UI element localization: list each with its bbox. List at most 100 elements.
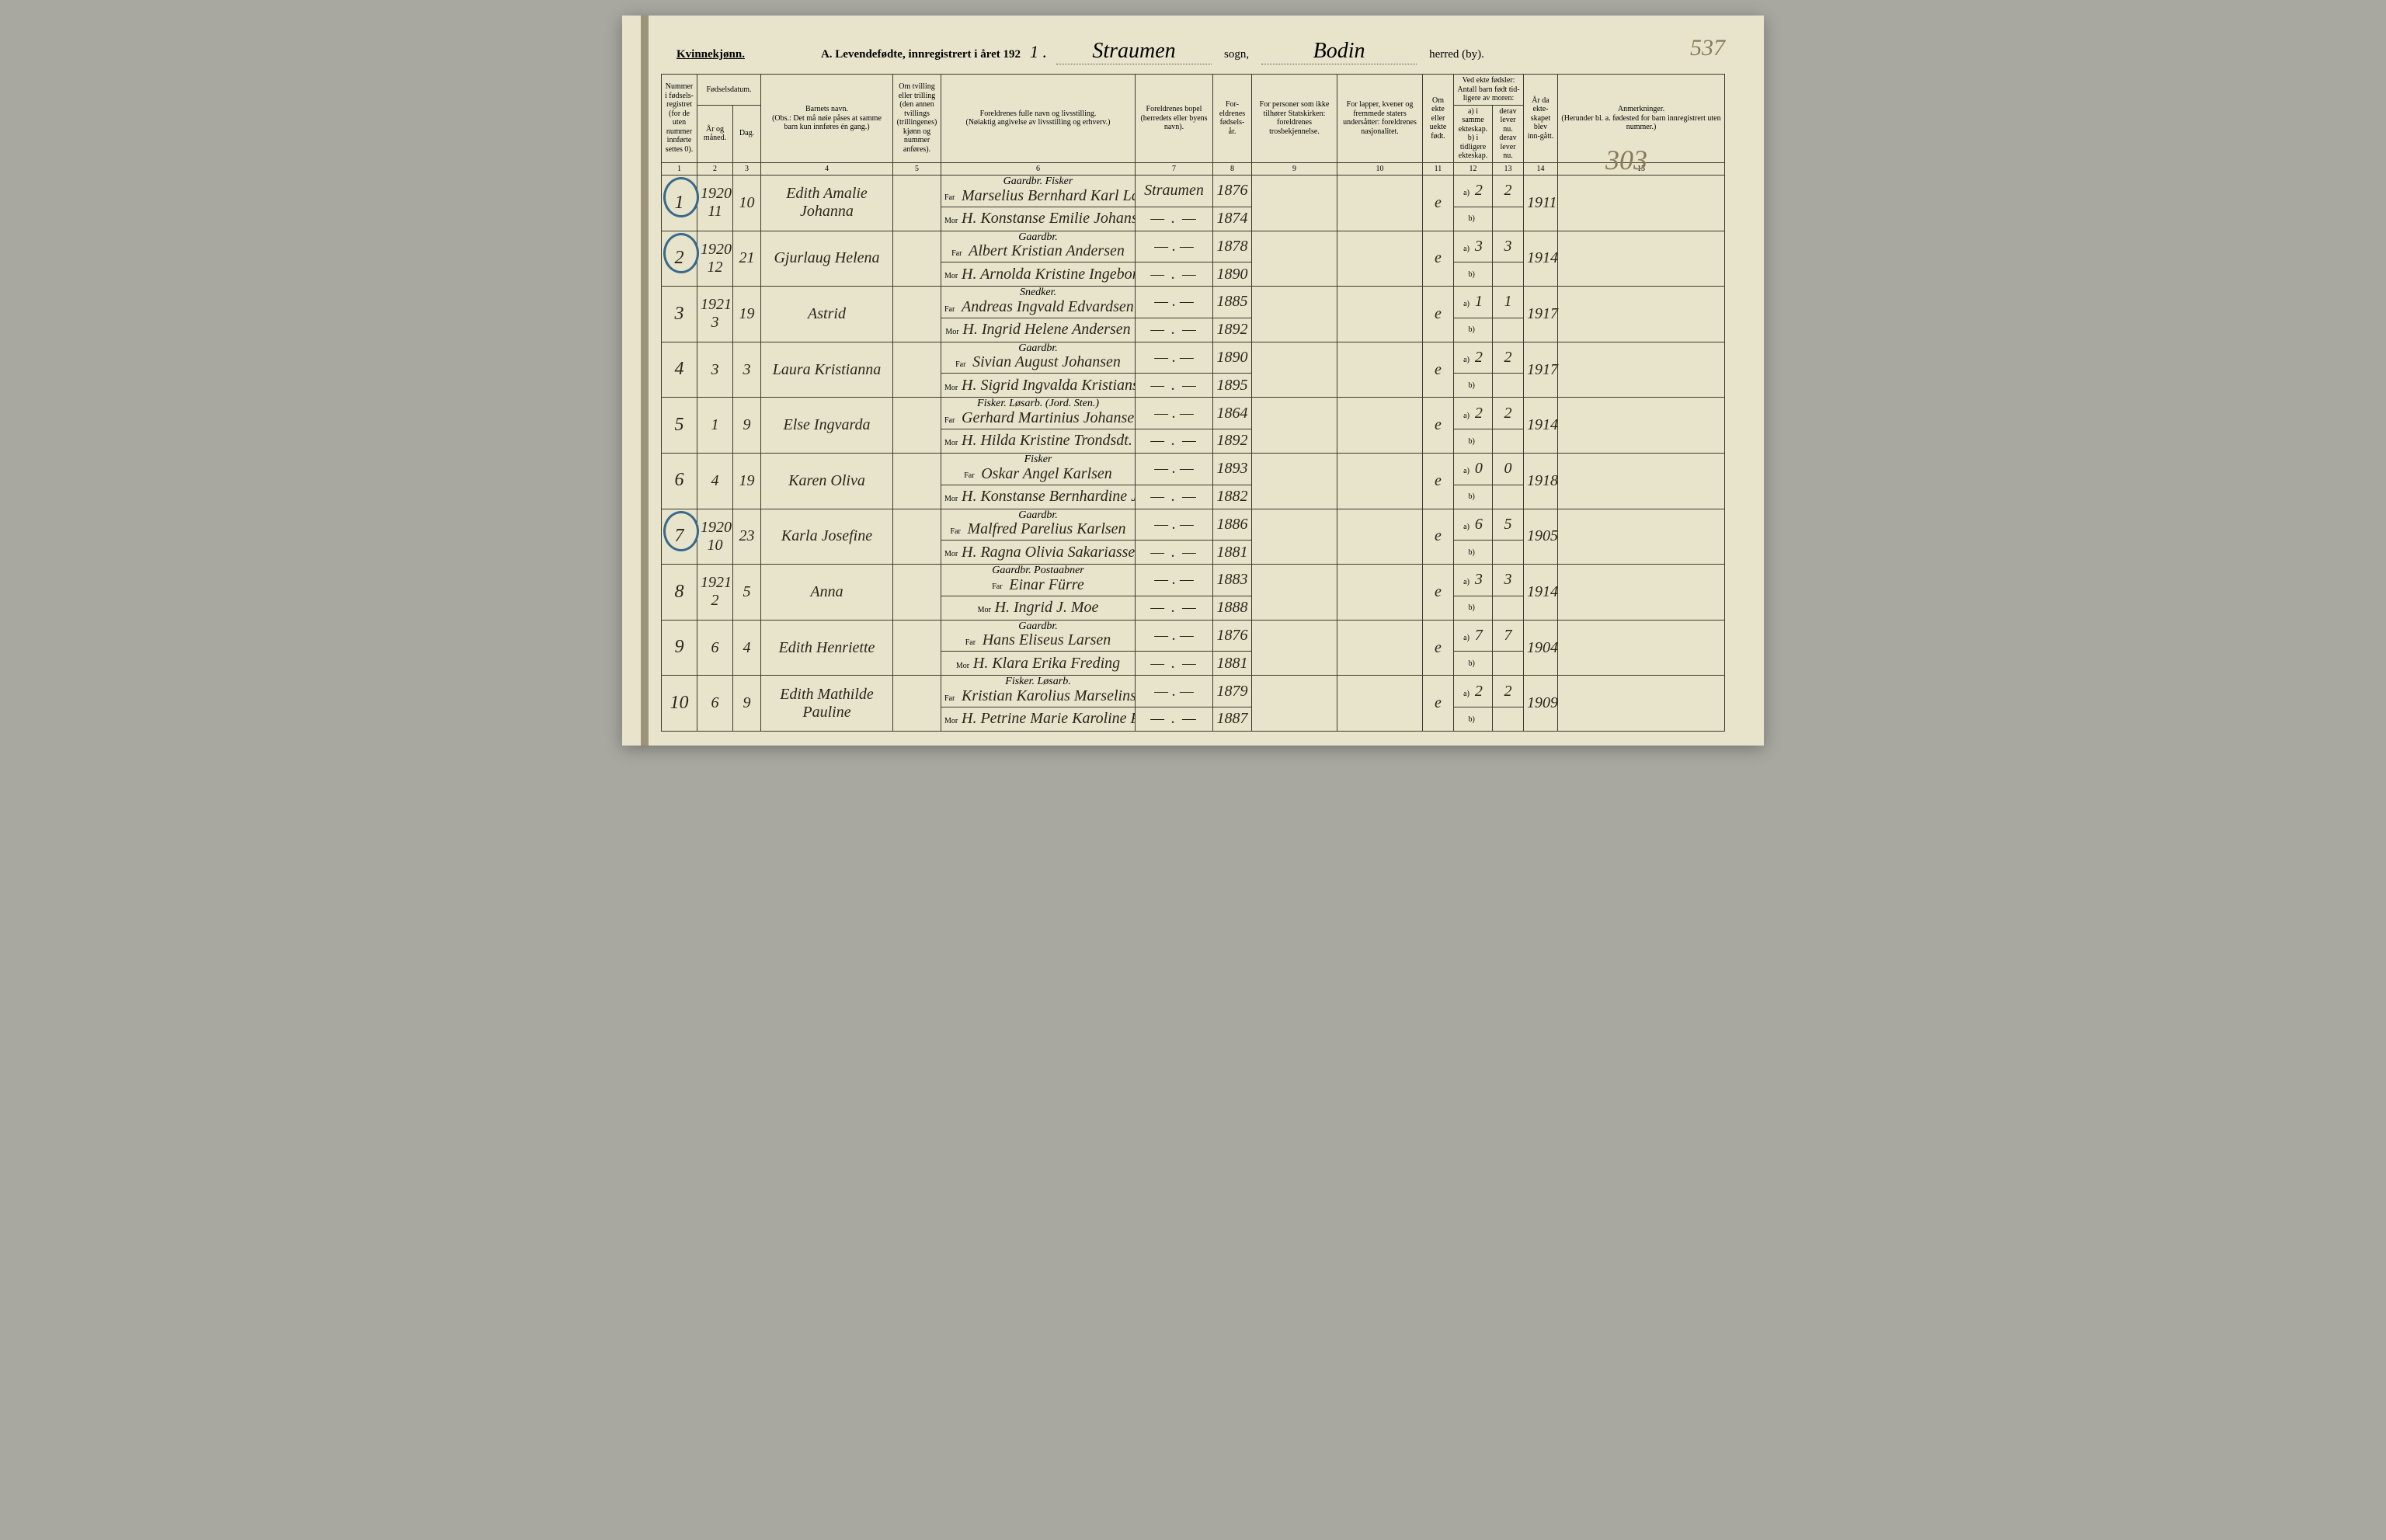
herred-handwritten: Bodin [1261, 39, 1417, 64]
legitimacy-cell: e [1423, 676, 1454, 732]
father-occupation: Gaardbr. Postaabner [944, 566, 1132, 576]
day: 5 [733, 565, 761, 621]
mother-cell: MorH. Arnolda Kristine Ingeborg Jensdt. [941, 262, 1136, 287]
mor-label: Mor [956, 662, 973, 671]
father-birth-year: 1879 [1213, 676, 1252, 707]
father-cell: Gaardbr.FarMalfred Parelius Karlsen [941, 509, 1136, 541]
col-num: 11 [1423, 162, 1454, 176]
father-occupation: Gaardbr. [944, 622, 1132, 632]
residence-mother: — . — [1136, 318, 1213, 342]
remarks-cell [1558, 620, 1725, 676]
far-label: Far [965, 638, 983, 648]
col-13b-label: derav lever nu. [1499, 134, 1516, 160]
children-living-b [1493, 652, 1524, 676]
residence-mother: — . — [1136, 596, 1213, 620]
religion-cell [1252, 287, 1337, 342]
father-name: Albert Kristian Andersen [969, 242, 1125, 259]
page-number-top: 537 [1690, 35, 1725, 61]
year-month: 3 [697, 342, 733, 398]
col-6-title: Foreldrenes fulle navn og livsstilling. [980, 110, 1097, 118]
religion-cell [1252, 231, 1337, 287]
entry-number: 1 [662, 176, 697, 231]
far-label: Far [944, 305, 962, 315]
far-label: Far [951, 249, 969, 259]
religion-cell [1252, 342, 1337, 398]
twin-cell [893, 676, 941, 732]
children-living-b [1493, 374, 1524, 398]
far-label: Far [955, 360, 972, 370]
register-table: Nummer i fødsels-registret (for de uten … [661, 74, 1725, 732]
residence-mother: — . — [1136, 485, 1213, 509]
residence-mother: — . — [1136, 262, 1213, 287]
entry-number: 5 [662, 398, 697, 454]
marriage-year: 1918 [1524, 453, 1558, 509]
day: 9 [733, 676, 761, 732]
col-header-12ab: a) i samme ekteskap. b) i tidligere ekte… [1454, 105, 1493, 162]
children-prev-marriage: b) [1454, 485, 1493, 509]
year-month: 6 [697, 620, 733, 676]
mother-birth-year: 1887 [1213, 707, 1252, 731]
mor-label: Mor [944, 217, 962, 226]
col-12b-label: b) i tidligere ekteskap. [1459, 134, 1488, 160]
twin-cell [893, 176, 941, 231]
year-month: 192011 [697, 176, 733, 231]
col-header-9: For personer som ikke tilhører Statskirk… [1252, 75, 1337, 163]
day: 23 [733, 509, 761, 565]
table-row: 219201221Gjurlaug HelenaGaardbr.FarAlber… [662, 231, 1725, 262]
col-15-title: Anmerkninger. [1618, 105, 1664, 113]
mor-label: Mor [944, 272, 962, 281]
table-row: 964Edith HenrietteGaardbr.FarHans Eliseu… [662, 620, 1725, 652]
register-page: 537 303 Kvinnekjønn. A. Levendefødte, in… [622, 16, 1764, 746]
mother-birth-year: 1888 [1213, 596, 1252, 620]
col-num: 9 [1252, 162, 1337, 176]
mother-birth-year: 1882 [1213, 485, 1252, 509]
col-header-6: Foreldrenes fulle navn og livsstilling. … [941, 75, 1136, 163]
residence-mother: — . — [1136, 429, 1213, 453]
mother-name: H. Ingrid J. Moe [995, 599, 1099, 616]
year-month: 4 [697, 453, 733, 509]
mother-cell: MorH. Konstanse Emilie Johansen [941, 207, 1136, 231]
children-prev-marriage: b) [1454, 374, 1493, 398]
father-occupation: Fisker [944, 455, 1132, 465]
residence-father: — . — [1136, 398, 1213, 429]
children-living-a: 1 [1493, 287, 1524, 318]
col-header-2b: År og måned. [697, 105, 733, 162]
mother-birth-year: 1892 [1213, 429, 1252, 453]
entry-number: 10 [662, 676, 697, 732]
nationality-cell [1337, 453, 1423, 509]
year-month: 192012 [697, 231, 733, 287]
gender-label: Kvinnekjønn. [676, 48, 745, 61]
col-num: 5 [893, 162, 941, 176]
table-row: 519Else IngvardaFisker. Løsarb. (Jord. S… [662, 398, 1725, 429]
mother-cell: MorH. Klara Erika Freding [941, 652, 1136, 676]
mother-name: H. Hilda Kristine Trondsdt. [962, 432, 1132, 449]
col-num: 12 [1454, 162, 1493, 176]
year-month: 19213 [697, 287, 733, 342]
col-num: 1 [662, 162, 697, 176]
entry-number: 3 [662, 287, 697, 342]
mor-label: Mor [944, 717, 962, 726]
residence-father: — . — [1136, 676, 1213, 707]
col-header-10: For lapper, kvener og fremmede staters u… [1337, 75, 1423, 163]
col-header-4: Barnets navn. (Obs.: Det må nøie påses a… [761, 75, 893, 163]
child-name: Astrid [761, 287, 893, 342]
father-cell: Fisker. Løsarb.FarKristian Karolius Mars… [941, 676, 1136, 707]
table-row: 719201023Karla JosefineGaardbr.FarMalfre… [662, 509, 1725, 541]
legitimacy-cell: e [1423, 509, 1454, 565]
nationality-cell [1337, 565, 1423, 621]
legitimacy-cell: e [1423, 342, 1454, 398]
nationality-cell [1337, 287, 1423, 342]
day: 3 [733, 342, 761, 398]
twin-cell [893, 287, 941, 342]
col-header-8: For-eldrenes fødsels-år. [1213, 75, 1252, 163]
table-row: 119201110Edith Amalie JohannaGaardbr. Fi… [662, 176, 1725, 207]
father-occupation: Fisker. Løsarb. [944, 677, 1132, 687]
child-name: Edith Henriette [761, 620, 893, 676]
table-body: 119201110Edith Amalie JohannaGaardbr. Fi… [662, 176, 1725, 732]
col-15-note: (Herunder bl. a. fødested for barn innre… [1561, 114, 1720, 132]
children-prev-marriage: b) [1454, 652, 1493, 676]
children-living-b [1493, 429, 1524, 453]
sogn-handwritten: Straumen [1056, 39, 1212, 64]
residence-mother: — . — [1136, 374, 1213, 398]
marriage-year: 1909 [1524, 676, 1558, 732]
